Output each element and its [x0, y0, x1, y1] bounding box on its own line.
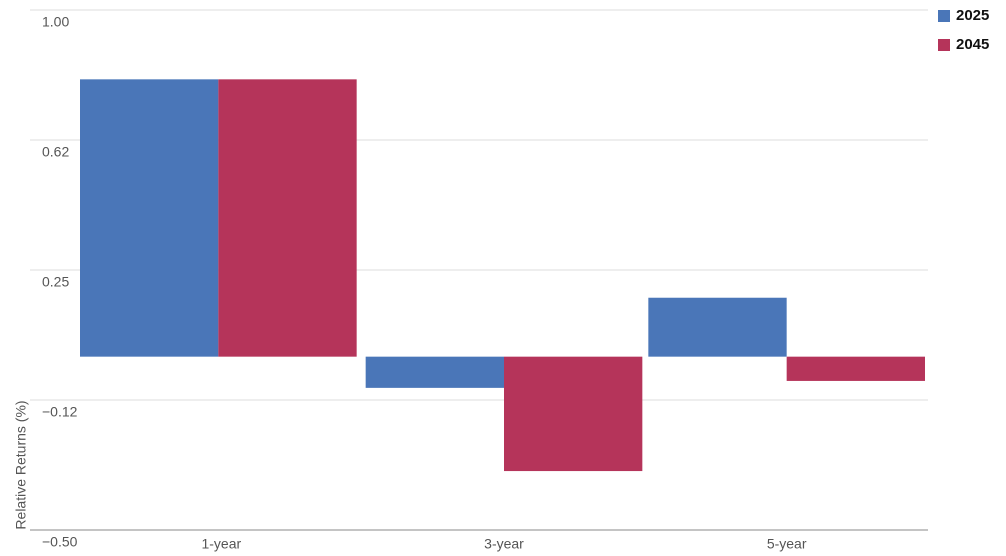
legend-text: 2045 — [956, 36, 989, 53]
bar — [504, 356, 643, 472]
x-tick-label: 3-year — [484, 536, 524, 552]
y-axis-title: Relative Returns (%) — [13, 400, 29, 529]
legend-swatch — [938, 10, 950, 22]
x-tick-label: 1-year — [201, 536, 241, 552]
y-tick-label: 0.62 — [42, 144, 69, 160]
y-tick-label: 1.00 — [42, 14, 69, 30]
x-tick-label: 5-year — [767, 536, 807, 552]
y-tick-label: 0.25 — [42, 274, 69, 290]
bar — [786, 356, 925, 381]
legend-swatch — [938, 39, 950, 51]
bar — [365, 356, 504, 388]
y-tick-label: −0.50 — [42, 534, 78, 550]
bar — [218, 79, 357, 357]
legend-text: 2025 — [956, 7, 989, 24]
y-tick-label: −0.12 — [42, 404, 78, 420]
bar — [80, 79, 219, 357]
bar — [648, 297, 787, 357]
